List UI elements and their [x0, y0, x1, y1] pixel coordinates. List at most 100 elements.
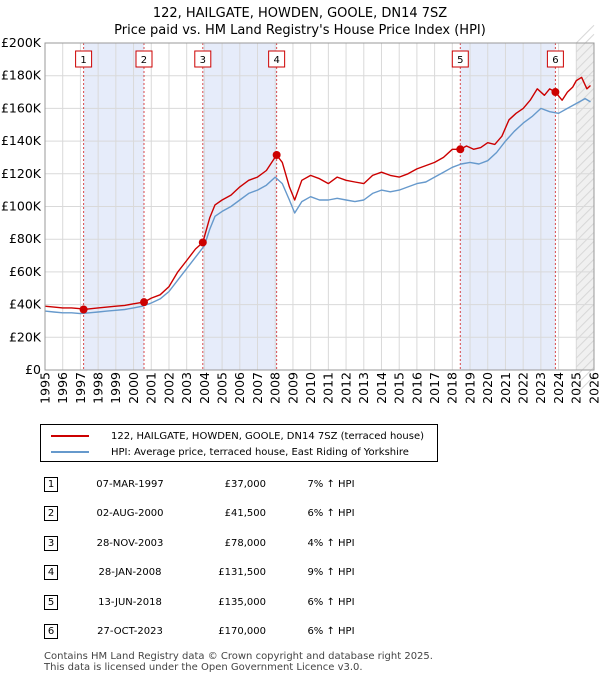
sale-point [198, 238, 207, 247]
forecast-hatch [575, 258, 595, 278]
sale-date: 07-MAR-1997 [96, 479, 164, 490]
sale-markers [79, 88, 560, 314]
y-tick-label: £80K [9, 231, 42, 246]
legend-item-hpi: HPI: Average price, terraced house, East… [51, 445, 409, 459]
footer-copyright: Contains HM Land Registry data © Crown c… [44, 651, 433, 662]
forecast-hatch [575, 195, 595, 215]
sale-number-label: 1 [80, 55, 86, 66]
sale-number-box [135, 50, 153, 68]
forecast-hatch [575, 168, 595, 188]
sale-point [79, 305, 88, 314]
y-tick-label: £20K [9, 329, 42, 344]
forecast-hatch [575, 78, 595, 98]
x-tick-label: 2024 [551, 372, 566, 404]
sale-hpi-change: 6% ↑ HPI [307, 626, 355, 637]
forecast-hatch [575, 87, 595, 107]
sale-number: 3 [44, 536, 58, 551]
sale-number: 1 [44, 477, 58, 492]
legend: 122, HAILGATE, HOWDEN, GOOLE, DN14 7SZ (… [40, 424, 438, 462]
sale-hpi-change: 6% ↑ HPI [307, 508, 355, 519]
sale-row: 5 13-JUN-2018 £135,000 6% ↑ HPI [0, 594, 600, 614]
forecast-hatch [575, 96, 595, 116]
forecast-hatch [575, 375, 595, 395]
forecast-hatch [575, 42, 595, 62]
sale-point [272, 150, 281, 159]
x-tick-label: 2010 [303, 372, 318, 404]
forecast-hatch [575, 150, 595, 170]
sale-point [139, 298, 148, 307]
forecast-hatch [575, 114, 595, 134]
sale-number: 4 [44, 565, 58, 580]
sale-number-label: 2 [141, 55, 147, 66]
forecast-hatch [575, 240, 595, 260]
x-tick-label: 2014 [374, 372, 389, 404]
legend-swatch-hpi [51, 451, 89, 453]
sale-hpi-change: 4% ↑ HPI [307, 538, 355, 549]
x-tick-label: 2022 [516, 372, 531, 404]
x-tick-label: 2015 [392, 372, 407, 404]
x-tick-label: 2005 [214, 372, 229, 404]
sale-hpi-change: 6% ↑ HPI [307, 597, 355, 608]
sale-number-label: 4 [273, 55, 279, 66]
x-tick-label: 2007 [250, 372, 265, 404]
x-tick-label: 2017 [427, 372, 442, 404]
forecast-hatch [575, 222, 595, 242]
x-tick-label: 2004 [197, 372, 212, 404]
x-tick-label: 2016 [409, 372, 424, 404]
sale-date: 28-JAN-2008 [98, 567, 162, 578]
x-tick-label: 2013 [356, 372, 371, 404]
sale-date: 28-NOV-2003 [96, 538, 164, 549]
plot-border [44, 42, 595, 371]
sale-number-box [546, 50, 564, 68]
sale-date: 13-JUN-2018 [98, 597, 162, 608]
sale-number-boxes: 1 2 3 4 5 6 [75, 50, 564, 68]
sale-row: 4 28-JAN-2008 £131,500 9% ↑ HPI [0, 564, 600, 584]
y-tick-label: £200K [1, 35, 42, 50]
sale-number-box [194, 50, 212, 68]
hpi-line [44, 97, 591, 315]
forecast-hatch [575, 177, 595, 197]
chart-title: 122, HAILGATE, HOWDEN, GOOLE, DN14 7SZ [153, 6, 447, 21]
forecast-hatch [575, 132, 595, 152]
sale-periods [83, 24, 595, 395]
forecast-hatch [575, 231, 595, 251]
y-tick-label: £120K [1, 166, 42, 181]
x-tick-label: 1996 [55, 372, 70, 404]
sale-row: 3 28-NOV-2003 £78,000 4% ↑ HPI [0, 535, 600, 555]
sale-number-label: 6 [552, 55, 558, 66]
sale-date: 27-OCT-2023 [97, 626, 163, 637]
x-tick-label: 2008 [268, 372, 283, 404]
forecast-hatch [575, 348, 595, 368]
x-tick-label: 2023 [533, 372, 548, 404]
sale-number-box [75, 50, 93, 68]
x-tick-label: 2001 [144, 372, 159, 404]
x-tick-label: 1997 [73, 372, 88, 404]
sale-number-box [268, 50, 286, 68]
y-tick-label: £60K [9, 264, 42, 279]
sale-number: 2 [44, 506, 58, 521]
forecast-hatch [575, 267, 595, 287]
x-tick-label: 2025 [569, 372, 584, 404]
sale-number: 5 [44, 595, 58, 610]
forecast-hatch [575, 213, 595, 233]
x-tick-label: 1998 [91, 372, 106, 404]
x-tick-label: 2000 [126, 372, 141, 404]
x-tick-label: 2020 [480, 372, 495, 404]
forecast-hatch [575, 51, 595, 71]
footer-licence: This data is licensed under the Open Gov… [44, 662, 363, 673]
x-tick-label: 2006 [232, 372, 247, 404]
forecast-hatch [575, 186, 595, 206]
legend-swatch-property [51, 435, 89, 437]
x-tick-label: 2019 [462, 372, 477, 404]
sale-price: £131,500 [218, 567, 266, 578]
forecast-hatch [575, 285, 595, 305]
forecast-hatch [575, 303, 595, 323]
sale-point [551, 88, 560, 97]
forecast-hatch [575, 141, 595, 161]
y-tick-label: £180K [1, 68, 42, 83]
chart-subtitle: Price paid vs. HM Land Registry's House … [114, 23, 486, 38]
legend-label-property: 122, HAILGATE, HOWDEN, GOOLE, DN14 7SZ (… [111, 430, 425, 442]
sale-number-label: 5 [457, 55, 463, 66]
forecast-hatch [575, 204, 595, 224]
forecast-hatch [575, 69, 595, 89]
